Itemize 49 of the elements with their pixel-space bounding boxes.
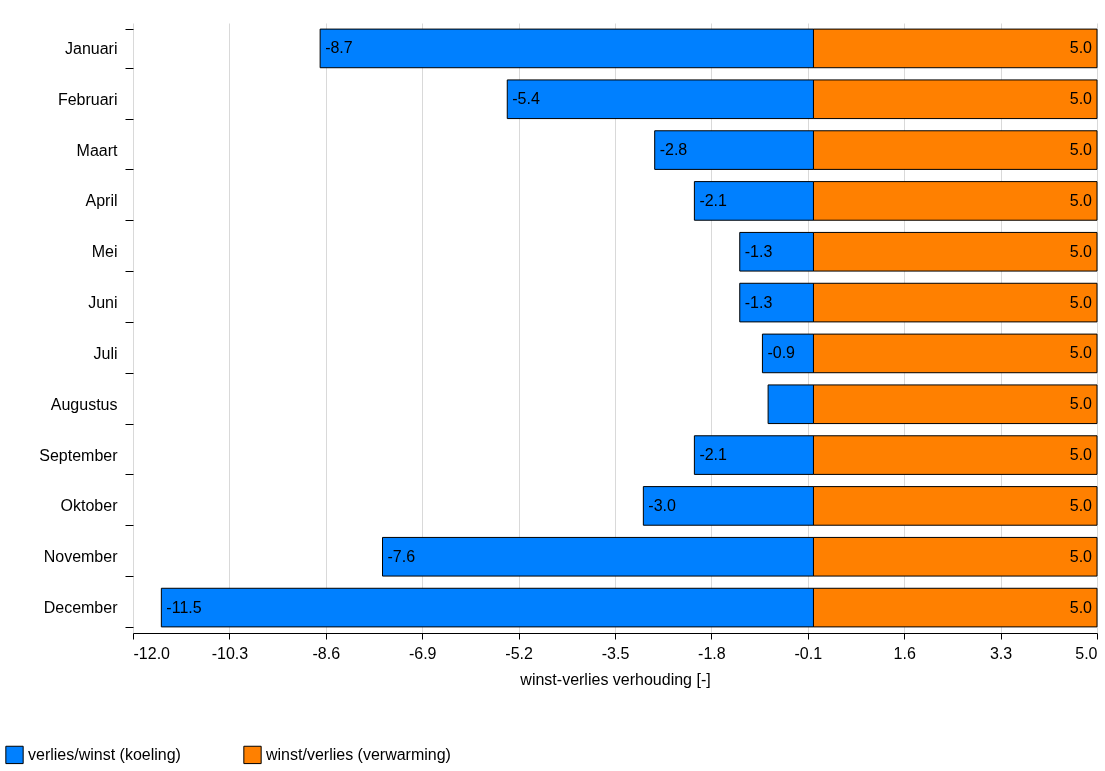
x-tick-label: -12.0 [133,644,171,662]
data-label: 5.0 [1069,39,1093,57]
data-label: 5.0 [1069,395,1093,413]
x-tick-label: -1.8 [698,644,726,662]
legend-label: winst/verlies (verwarming) [265,745,451,763]
y-tick-label: November [43,548,119,566]
data-label: 5.0 [1069,191,1093,209]
y-tick-label: Januari [65,39,118,57]
data-label: 5.0 [1069,547,1093,565]
data-label: -2.1 [699,446,728,464]
data-label: 5.0 [1069,598,1093,616]
x-tick-label: -6.9 [408,644,437,662]
y-tick-label: Februari [57,90,118,108]
x-tick-label: -3.5 [601,644,630,662]
y-tick-label: Juni [88,294,118,312]
data-label: 5.0 [1069,90,1093,108]
data-label: 5.0 [1069,141,1093,159]
y-tick-label: Juli [93,344,118,362]
data-label: -1.3 [744,293,773,311]
y-tick-label: Maart [76,141,119,159]
data-label: 5.0 [1069,344,1093,362]
data-label: -5.4 [512,90,540,108]
x-axis-title: winst-verlies verhouding [-] [519,670,711,688]
data-label: 5.0 [1069,293,1093,311]
x-tick-label: -10.3 [211,644,249,662]
y-tick-label: December [43,599,119,617]
data-label: -7.6 [387,547,416,565]
data-label: -2.8 [659,141,688,159]
x-tick-label: 1.6 [893,644,916,662]
y-tick-label: Mei [91,243,118,261]
data-label: 5.0 [1069,496,1093,514]
y-tick-label: April [85,192,118,210]
x-tick-label: -0.1 [794,644,823,662]
legend-label: verlies/winst (koeling) [28,745,181,763]
data-label: -0.9 [767,344,796,362]
y-tick-label: September [39,446,119,464]
data-label: -1.3 [744,242,773,260]
x-tick-label: 3.3 [989,644,1013,662]
y-tick-label: Oktober [60,497,119,515]
data-label: -11.5 [166,598,202,616]
data-label: 5.0 [1069,242,1093,260]
data-label: -2.1 [699,191,728,209]
x-tick-label: -5.2 [505,644,533,662]
data-label: 5.0 [1069,446,1093,464]
x-tick-label: 5.0 [1075,644,1098,662]
data-label: -8.7 [325,39,353,57]
x-tick-label: -8.6 [312,644,341,662]
data-label: -3.0 [648,496,677,514]
y-tick-label: Augustus [50,395,118,413]
